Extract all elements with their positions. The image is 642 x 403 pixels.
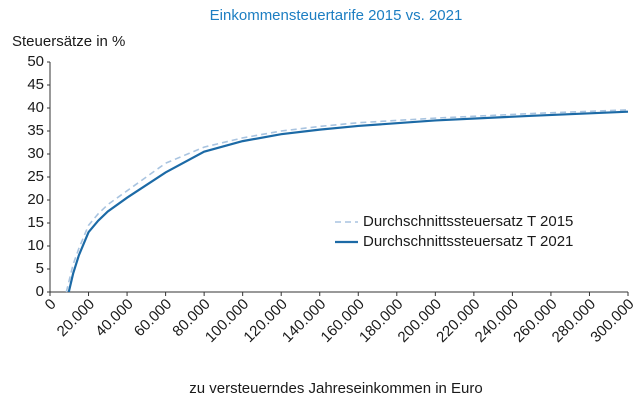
x-tick-label: 0: [42, 296, 60, 314]
legend-label: Durchschnittssteuersatz T 2021: [363, 233, 573, 250]
series-line: [65, 109, 629, 293]
y-tick-label: 50: [27, 53, 44, 70]
x-tick-label: 40.000: [92, 296, 136, 340]
legend-label: Durchschnittssteuersatz T 2015: [363, 213, 573, 230]
y-tick-label: 40: [27, 99, 44, 116]
series-line: [67, 110, 629, 293]
y-tick-label: 0: [36, 283, 44, 300]
y-tick-label: 10: [27, 237, 44, 254]
chart-title: Einkommensteuertarife 2015 vs. 2021: [210, 7, 463, 24]
x-tick-label: 300.000: [587, 296, 637, 346]
x-axis-label: zu versteuerndes Jahreseinkommen in Euro: [189, 380, 482, 397]
x-tick-label: 20.000: [54, 296, 98, 340]
y-tick-label: 5: [36, 260, 44, 277]
y-tick-label: 35: [27, 122, 44, 139]
y-tick-label: 25: [27, 168, 44, 185]
y-tick-label: 30: [27, 145, 44, 162]
x-tick-label: 60.000: [131, 296, 175, 340]
y-tick-label: 20: [27, 191, 44, 208]
y-axis-label: Steuersätze in %: [12, 33, 125, 50]
y-tick-label: 15: [27, 214, 44, 231]
y-tick-label: 45: [27, 76, 44, 93]
